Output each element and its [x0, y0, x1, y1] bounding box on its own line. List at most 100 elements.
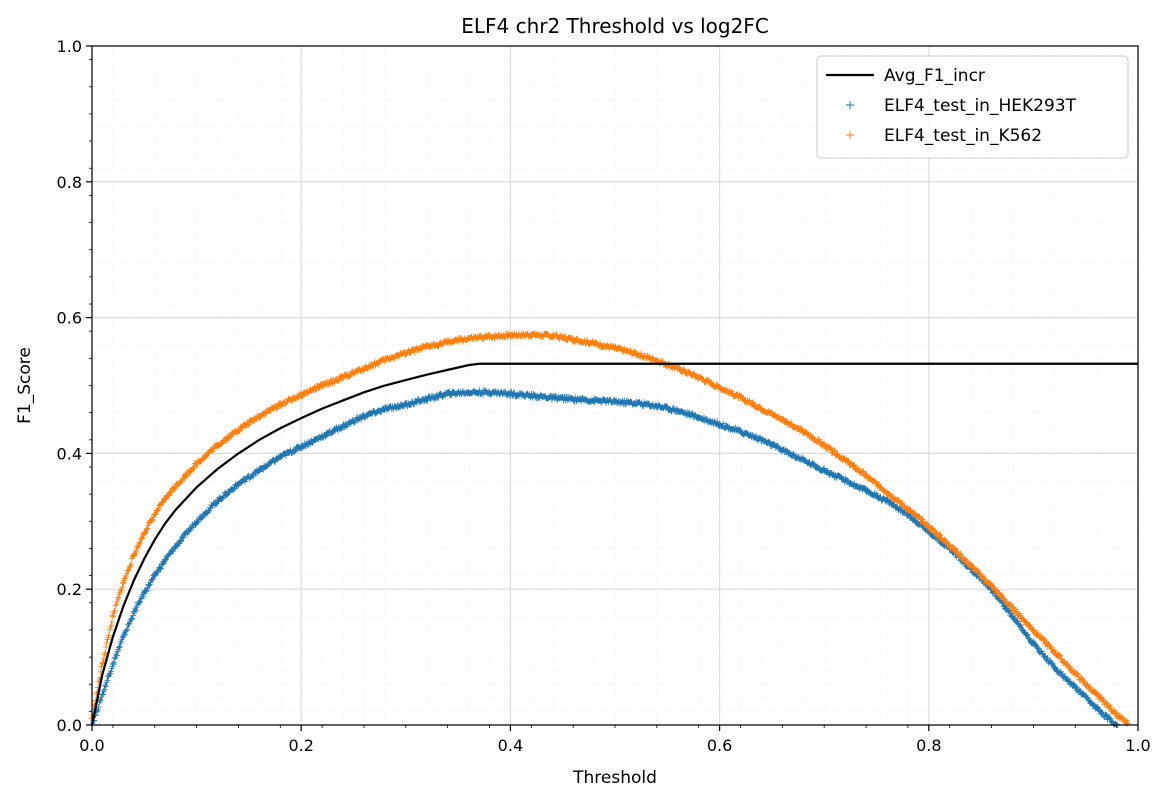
data-point	[109, 613, 116, 620]
data-point	[800, 457, 807, 464]
data-point	[549, 332, 556, 339]
data-point	[863, 487, 870, 494]
data-point	[863, 472, 870, 479]
data-point	[674, 365, 681, 372]
data-point	[109, 660, 116, 667]
data-point	[235, 426, 242, 433]
data-point	[632, 400, 639, 407]
data-point	[570, 336, 577, 343]
data-point	[298, 443, 305, 450]
data-point	[758, 405, 765, 412]
series-Avg_F1_incr	[90, 362, 1138, 726]
data-point	[162, 557, 169, 564]
data-point	[1009, 605, 1016, 612]
data-point	[653, 402, 660, 409]
legend: Avg_F1_incr ELF4_test_in_HEK293T ELF4_test…	[816, 55, 1129, 159]
data-point	[277, 453, 284, 460]
data-point	[340, 374, 347, 381]
x-tick-label: 0.0	[79, 736, 104, 755]
data-point	[904, 511, 911, 518]
data-point	[904, 506, 911, 513]
data-point	[674, 407, 681, 414]
data-point	[1103, 713, 1110, 720]
y-tick-label: 0.8	[57, 173, 82, 192]
x-tick-label: 0.6	[707, 736, 732, 755]
data-point	[737, 394, 744, 401]
data-point	[1030, 640, 1037, 647]
chart-title: ELF4 chr2 Threshold vs log2FC	[461, 14, 769, 38]
data-point	[141, 589, 148, 596]
data-point	[486, 333, 493, 340]
data-point	[1072, 684, 1079, 691]
data-point	[528, 392, 535, 399]
data-point	[758, 436, 765, 443]
y-tick-label: 0.4	[57, 444, 82, 463]
data-point	[1051, 648, 1058, 655]
data-point	[162, 495, 169, 502]
data-point	[465, 389, 472, 396]
data-point	[256, 413, 263, 420]
data-point	[120, 579, 127, 586]
data-point	[821, 442, 828, 449]
data-point	[528, 331, 535, 338]
data-point	[549, 394, 556, 401]
data-point	[632, 350, 639, 357]
legend-label: ELF4_test_in_K562	[884, 126, 1042, 146]
y-axis-label: F1_Score	[15, 347, 35, 424]
data-point	[716, 384, 723, 391]
data-point	[779, 447, 786, 454]
data-point	[779, 416, 786, 423]
data-point	[360, 413, 367, 420]
x-tick-label: 0.8	[916, 736, 941, 755]
y-tick-label: 0.2	[57, 580, 82, 599]
data-point	[883, 489, 890, 496]
data-point	[340, 423, 347, 430]
x-tick-label: 0.4	[498, 736, 523, 755]
legend-label: Avg_F1_incr	[884, 66, 985, 86]
legend-swatch	[846, 131, 854, 139]
data-point	[277, 401, 284, 408]
data-point	[967, 562, 974, 569]
data-point	[151, 572, 158, 579]
data-point	[214, 442, 221, 449]
data-point	[486, 389, 493, 396]
data-point	[612, 398, 618, 405]
data-point	[99, 691, 106, 698]
data-point	[842, 457, 849, 464]
data-point	[1072, 670, 1079, 677]
data-point	[716, 421, 723, 428]
axis-ticks: 0.0 0.2 0.4 0.6 0.8 1.0 0.0 0.2 0.4 0.6 0.8 1.0	[57, 37, 1151, 755]
data-point	[695, 374, 702, 381]
legend-label: ELF4_test_in_HEK293T	[884, 96, 1077, 116]
data-point	[988, 582, 995, 589]
data-point	[172, 482, 179, 489]
data-point	[381, 356, 388, 363]
data-point	[319, 382, 326, 389]
data-point	[925, 523, 932, 530]
data-point	[612, 345, 618, 352]
data-point	[444, 390, 451, 397]
data-point	[151, 511, 158, 518]
x-axis-label: Threshold	[572, 768, 657, 788]
minor-grid	[91, 45, 1139, 726]
data-point	[360, 365, 367, 372]
series-layer	[89, 329, 1138, 728]
data-point	[507, 332, 514, 339]
data-point	[402, 401, 409, 408]
data-point	[883, 497, 890, 504]
legend-swatch	[846, 101, 854, 109]
data-point	[130, 609, 137, 616]
y-tick-label: 0.6	[57, 309, 82, 328]
data-point	[653, 357, 660, 364]
data-point	[423, 396, 430, 403]
data-point	[946, 542, 953, 549]
data-point	[821, 467, 828, 474]
data-point	[695, 414, 702, 421]
data-point	[591, 397, 598, 404]
data-point	[141, 529, 148, 536]
data-point	[381, 406, 388, 413]
data-point	[130, 552, 137, 559]
data-point	[402, 349, 409, 356]
data-point	[737, 428, 744, 435]
data-point	[1093, 691, 1100, 698]
